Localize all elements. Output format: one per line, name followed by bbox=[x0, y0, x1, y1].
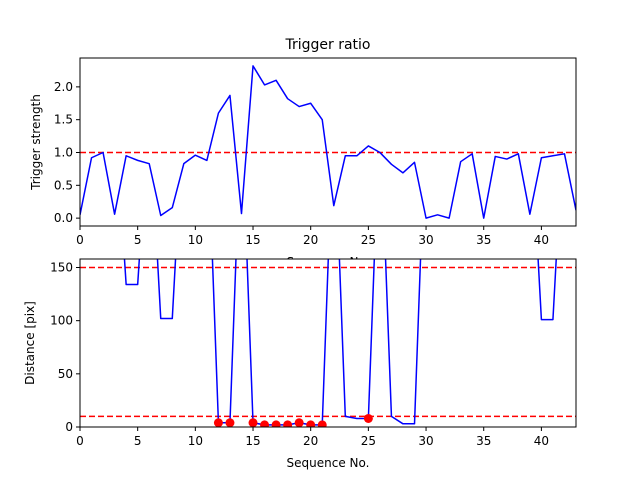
y-tick-label: 150 bbox=[50, 261, 73, 275]
x-tick-label: 10 bbox=[188, 233, 203, 247]
y-tick-label: 100 bbox=[50, 314, 73, 328]
x-tick-label: 10 bbox=[188, 434, 203, 448]
data-point bbox=[225, 418, 235, 427]
x-tick-label: 0 bbox=[76, 233, 84, 247]
axes-frame bbox=[79, 258, 577, 428]
data-point bbox=[260, 420, 270, 427]
x-tick-label: 25 bbox=[361, 233, 376, 247]
series-line bbox=[80, 65, 576, 219]
x-ticks: 0 5 10 15 20 25 30 35 40 bbox=[76, 427, 549, 448]
data-point bbox=[363, 413, 373, 423]
x-tick-label: 35 bbox=[476, 434, 491, 448]
data-point bbox=[294, 418, 304, 427]
y-tick-label: 1.0 bbox=[54, 146, 73, 160]
x-tick-label: 40 bbox=[534, 233, 549, 247]
x-tick-label: 0 bbox=[76, 434, 84, 448]
series-line bbox=[123, 259, 557, 426]
y-tick-label: 0.5 bbox=[54, 178, 73, 192]
y-ticks: 0 50 100 150 bbox=[50, 261, 80, 434]
x-tick-label: 15 bbox=[245, 434, 260, 448]
y-tick-label: 50 bbox=[58, 367, 73, 381]
y-tick-label: 2.0 bbox=[54, 80, 73, 94]
y-tick-label: 0.0 bbox=[54, 211, 73, 225]
x-tick-label: 15 bbox=[245, 233, 260, 247]
data-point bbox=[271, 420, 281, 427]
axes-frame bbox=[79, 57, 577, 227]
x-tick-label: 30 bbox=[418, 233, 433, 247]
data-point bbox=[317, 420, 327, 427]
data-point bbox=[283, 420, 293, 427]
x-axis-label: Sequence No. bbox=[287, 456, 370, 470]
trigger-ratio-panel: Trigger ratio 0 5 10 15 20 25 30 35 40 0.0 0.5 1.0… bbox=[29, 37, 576, 269]
chart-title: Trigger ratio bbox=[284, 37, 370, 53]
x-tick-label: 25 bbox=[361, 434, 376, 448]
x-tick-label: 5 bbox=[134, 434, 142, 448]
plot-area bbox=[80, 58, 576, 226]
data-point bbox=[248, 418, 258, 427]
y-axis-label: Trigger strength bbox=[29, 94, 43, 191]
data-point bbox=[306, 420, 316, 427]
x-ticks: 0 5 10 15 20 25 30 35 40 bbox=[76, 226, 549, 247]
series-layer bbox=[123, 259, 557, 427]
y-tick-label: 1.5 bbox=[54, 113, 73, 127]
data-point bbox=[213, 418, 223, 427]
x-tick-label: 30 bbox=[418, 434, 433, 448]
y-tick-label: 0 bbox=[65, 420, 73, 434]
y-ticks: 0.0 0.5 1.0 1.5 2.0 bbox=[54, 80, 80, 225]
x-tick-label: 40 bbox=[534, 434, 549, 448]
y-axis-label: Distance [pix] bbox=[23, 301, 37, 385]
x-tick-label: 5 bbox=[134, 233, 142, 247]
x-tick-label: 20 bbox=[303, 434, 318, 448]
x-tick-label: 20 bbox=[303, 233, 318, 247]
series-layer bbox=[80, 65, 576, 219]
x-tick-label: 35 bbox=[476, 233, 491, 247]
